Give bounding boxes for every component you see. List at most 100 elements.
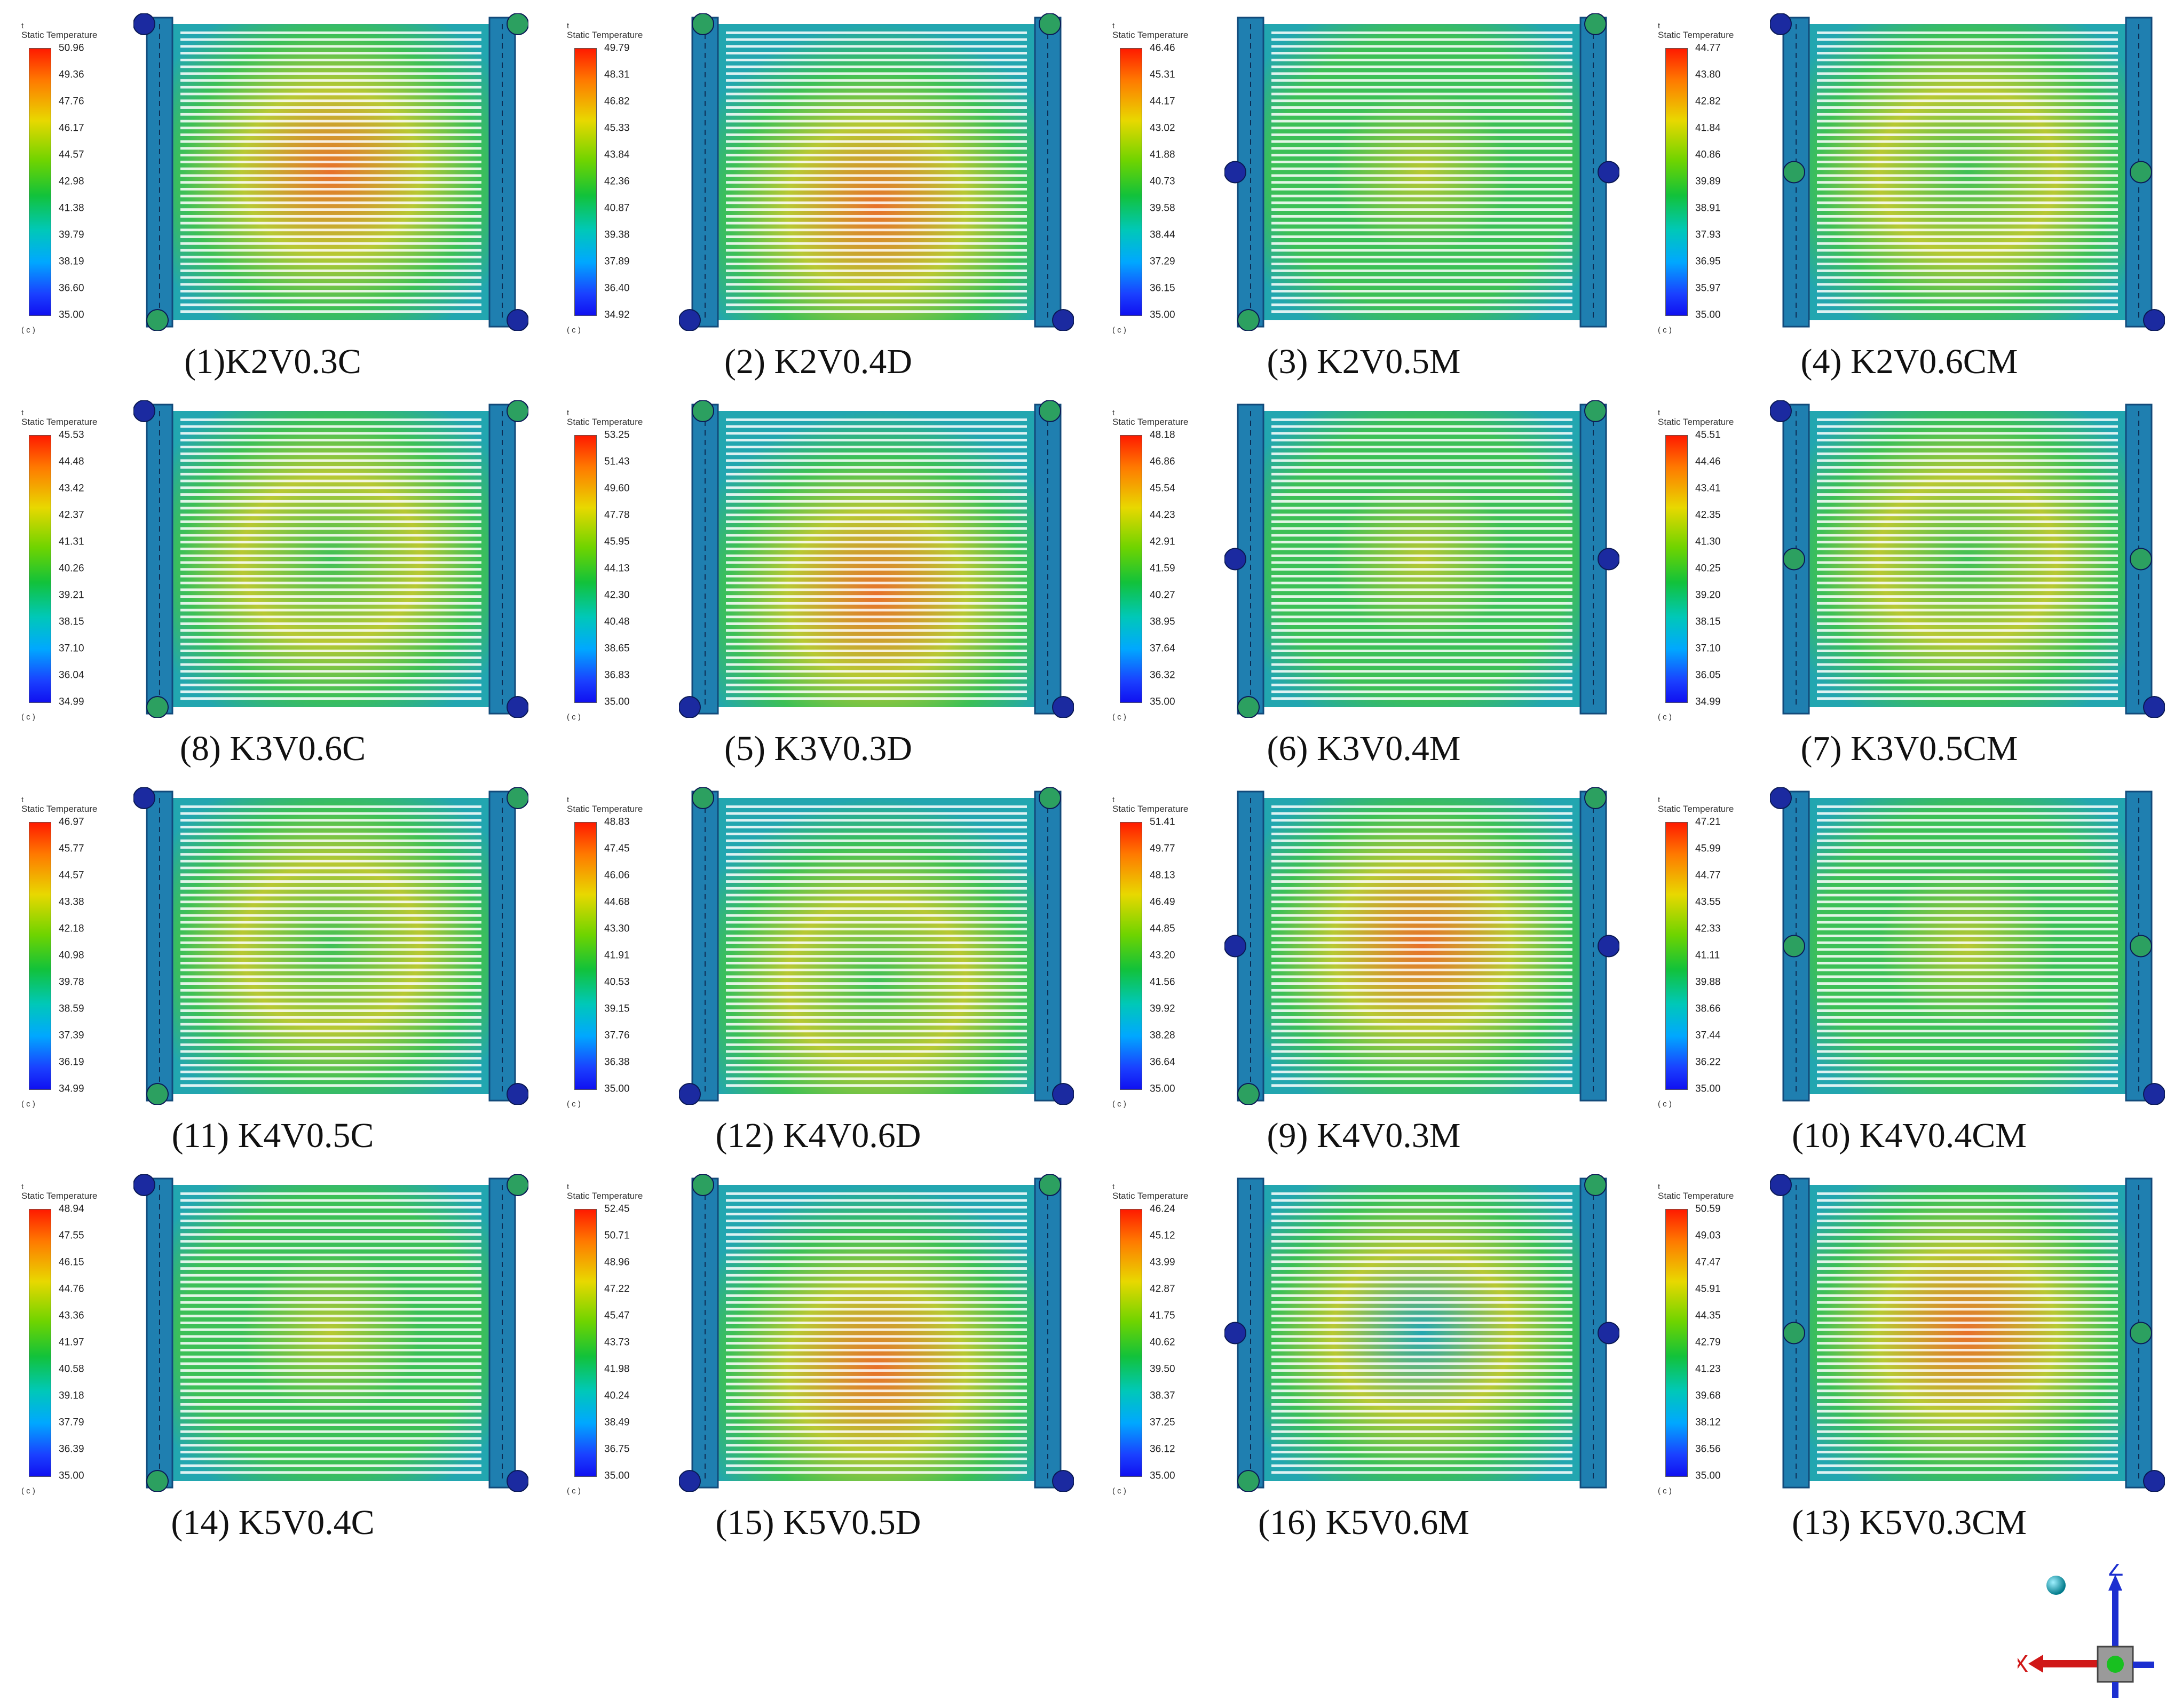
- fin-gap: [180, 31, 481, 34]
- fin-gap: [1817, 113, 2118, 116]
- legend-tick-label: 48.94: [59, 1203, 84, 1215]
- fin-gap: [1271, 677, 1572, 679]
- fin-gap: [180, 656, 481, 659]
- fin-gap: [726, 955, 1027, 958]
- legend-tick-label: 38.28: [1150, 1030, 1175, 1041]
- fin-gap: [1817, 948, 2118, 951]
- fin-gap: [1271, 194, 1572, 197]
- fin-gap: [1271, 982, 1572, 985]
- fin-gap: [180, 466, 481, 469]
- inlet-outlet-port: [1598, 1322, 1619, 1345]
- legend-tick-label: 48.96: [604, 1256, 630, 1268]
- fin-gap: [726, 1457, 1027, 1460]
- inlet-outlet-port: [133, 13, 155, 35]
- fin-gap: [1817, 1084, 2118, 1087]
- legend-tick-label: 48.18: [1150, 429, 1175, 441]
- legend-tick-label: 47.22: [604, 1283, 630, 1295]
- inlet-outlet-port: [507, 787, 528, 809]
- inlet-outlet-port: [1052, 1470, 1074, 1492]
- fin-gap: [180, 690, 481, 693]
- simulation-panel: t Static Temperature 53.25 51.43 49.60 47.78 4…: [546, 387, 1091, 771]
- fin-gap: [1817, 154, 2118, 157]
- radiator-contour-plot: [1224, 1174, 1619, 1492]
- fin-gap: [1817, 527, 2118, 530]
- fin-gap: [180, 921, 481, 924]
- fin-gap: [1817, 1437, 2118, 1440]
- fin-gap: [180, 1057, 481, 1060]
- fin-gap: [1817, 602, 2118, 605]
- inlet-outlet-port: [133, 1174, 155, 1196]
- fin-gap: [1817, 45, 2118, 48]
- fin-gap: [180, 472, 481, 476]
- simulation-panel: t Static Temperature 52.45 50.71 48.96 47.22 4…: [546, 1161, 1091, 1545]
- fin-gap: [1271, 554, 1572, 557]
- fin-gap: [180, 174, 481, 177]
- temperature-field: [1807, 24, 2128, 320]
- legend-tick-label: 43.42: [59, 483, 84, 494]
- fin-gap: [180, 1355, 481, 1358]
- fin-gap: [180, 1253, 481, 1256]
- fin-gap: [180, 1430, 481, 1433]
- simulation-panel: t Static Temperature 46.46 45.31 44.17 43.02 4…: [1091, 0, 1637, 384]
- fin-gap: [726, 92, 1027, 96]
- fin-gap: [1271, 995, 1572, 999]
- fin-gap: [1817, 554, 2118, 557]
- fin-gap: [1817, 1253, 2118, 1256]
- legend-tick-label: 39.92: [1150, 1003, 1175, 1015]
- fin-gap: [726, 574, 1027, 578]
- legend-tick-label: 37.79: [59, 1417, 84, 1428]
- legend-tick-label: 45.54: [1150, 483, 1175, 494]
- inlet-outlet-port: [692, 400, 714, 422]
- fin-gap: [726, 541, 1027, 544]
- fin-gap: [726, 154, 1027, 157]
- fin-gap: [1817, 1219, 2118, 1222]
- inlet-outlet-port: [2143, 309, 2165, 331]
- fin-gap: [726, 670, 1027, 673]
- fin-gap: [1817, 1240, 2118, 1243]
- radiator-contour-plot: [1224, 787, 1619, 1105]
- fin-gap: [180, 1043, 481, 1046]
- fin-gap: [726, 1226, 1027, 1229]
- fin-gap: [180, 1267, 481, 1270]
- simulation-panel: t Static Temperature 45.53 44.48 43.42 42.37 4…: [0, 387, 546, 771]
- color-scale-bar: [1665, 48, 1688, 316]
- fin-gap: [1271, 1274, 1572, 1277]
- fin-gap: [1271, 1301, 1572, 1304]
- fin-gap: [1817, 1301, 2118, 1304]
- fin-gap: [180, 167, 481, 170]
- fin-gap: [180, 805, 481, 808]
- fin-gap: [726, 907, 1027, 910]
- inlet-outlet-port: [146, 1470, 169, 1492]
- fin-gap: [180, 1016, 481, 1019]
- fin-gap: [726, 1280, 1027, 1284]
- fin-gap: [1271, 126, 1572, 130]
- fin-gap: [180, 181, 481, 184]
- fin-gap: [726, 1348, 1027, 1351]
- legend-tick-label: 40.62: [1150, 1337, 1175, 1348]
- fin-gap: [1817, 507, 2118, 510]
- legend-tick-label: 36.04: [59, 669, 84, 681]
- legend-tick-label: 34.99: [59, 1083, 84, 1095]
- legend-tick-label: 42.18: [59, 923, 84, 935]
- legend-tick-label: 41.38: [59, 202, 84, 214]
- fin-gap: [1271, 31, 1572, 34]
- fin-gap: [726, 1213, 1027, 1216]
- fin-gap: [726, 222, 1027, 225]
- fin-gap: [180, 147, 481, 150]
- legend-tick-label: 42.33: [1695, 923, 1721, 935]
- fin-gap: [1817, 541, 2118, 544]
- fin-gap: [1817, 1464, 2118, 1467]
- fin-gap: [726, 961, 1027, 964]
- temperature-legend: t Static Temperature 49.79 48.31 46.82 45.33 4…: [567, 21, 679, 336]
- fin-gap: [726, 1192, 1027, 1195]
- fin-gap: [1817, 568, 2118, 571]
- fin-gap: [726, 1322, 1027, 1324]
- fin-gap: [180, 303, 481, 306]
- fin-gap: [1271, 989, 1572, 992]
- fin-gap: [180, 1382, 481, 1386]
- fin-gap: [1817, 975, 2118, 978]
- fin-gap: [1817, 1206, 2118, 1209]
- fin-gap: [180, 1002, 481, 1006]
- fin-gap: [1271, 1410, 1572, 1413]
